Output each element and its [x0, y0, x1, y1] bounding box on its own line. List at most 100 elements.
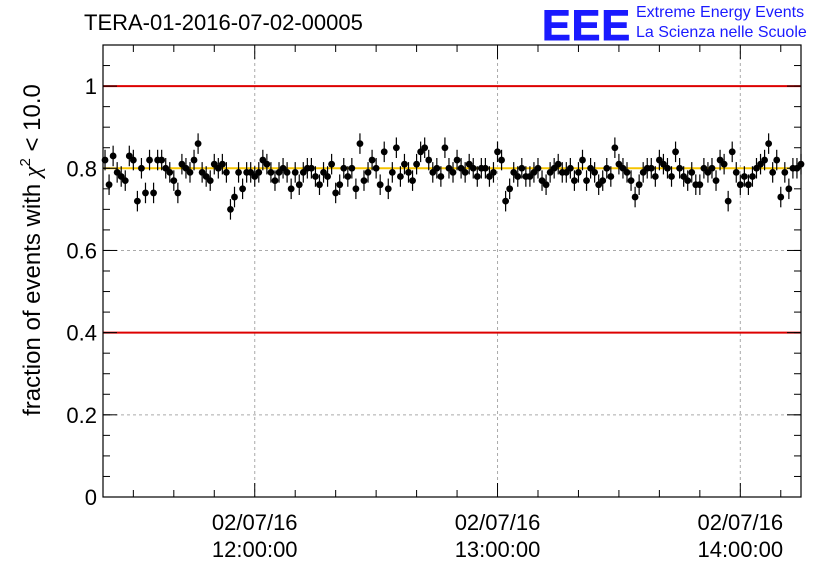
logo-line-2: La Scienza nelle Scuole — [636, 24, 807, 41]
data-point — [340, 164, 348, 172]
data-point — [469, 164, 477, 172]
data-point — [336, 181, 344, 189]
eee-logo-mark: EEE — [542, 2, 631, 44]
data-point — [291, 168, 299, 176]
data-point — [571, 177, 578, 185]
data-point — [728, 148, 736, 156]
data-point — [566, 164, 574, 172]
data-point — [433, 164, 441, 172]
data-point — [267, 168, 275, 176]
data-point — [672, 148, 679, 156]
data-point — [744, 181, 752, 189]
data-point — [227, 205, 234, 213]
data-point — [668, 173, 675, 180]
data-point — [239, 185, 247, 193]
data-point — [761, 156, 768, 164]
data-point — [554, 160, 562, 168]
x-tick-date-label: 02/07/16 — [455, 510, 541, 535]
data-point — [324, 173, 331, 180]
data-point — [360, 177, 368, 185]
data-point — [441, 144, 449, 152]
data-point — [583, 177, 590, 185]
data-point — [397, 173, 404, 180]
data-point — [473, 173, 481, 180]
data-point — [534, 164, 542, 172]
data-point — [413, 160, 420, 168]
y-tick-label: 0.2 — [66, 403, 97, 428]
data-point — [490, 168, 497, 176]
x-tick-time-label: 14:00:00 — [697, 537, 783, 562]
data-point — [724, 197, 732, 205]
data-point — [129, 156, 137, 164]
data-point — [166, 168, 174, 176]
data-point — [405, 168, 412, 176]
data-point — [158, 156, 166, 164]
data-point — [627, 177, 635, 185]
data-point — [218, 160, 226, 168]
y-tick-label: 0.8 — [66, 156, 97, 181]
data-point — [635, 181, 643, 189]
data-point — [437, 173, 445, 180]
data-point — [384, 185, 392, 193]
data-point — [295, 181, 303, 189]
data-point — [712, 177, 720, 185]
data-point — [676, 164, 684, 172]
data-point — [736, 181, 744, 189]
data-point — [364, 168, 372, 176]
data-point — [146, 156, 153, 164]
y-tick-label: 1 — [85, 74, 97, 99]
data-point — [133, 197, 141, 205]
data-point — [591, 168, 599, 176]
logo-mark-text: EEE — [542, 2, 631, 44]
data-point — [332, 189, 340, 197]
grid-layer — [103, 45, 801, 497]
data-point — [150, 189, 157, 197]
data-point — [352, 185, 360, 193]
data-point — [720, 160, 728, 168]
data-point — [392, 144, 400, 152]
data-point — [348, 164, 356, 172]
y-axis-label: fraction of events with χ2 < 10.0 — [17, 84, 46, 416]
data-point — [316, 181, 323, 189]
data-point — [494, 148, 501, 156]
chart-title: TERA-01-2016-07-02-00005 — [84, 10, 363, 35]
y-tick-label: 0 — [85, 485, 97, 510]
plot-frame — [102, 44, 802, 498]
data-point — [623, 168, 631, 176]
data-point — [518, 164, 526, 172]
data-point — [174, 189, 182, 197]
x-tick-time-label: 12:00:00 — [212, 537, 298, 562]
data-point — [651, 173, 659, 180]
data-point — [461, 168, 469, 176]
data-point — [287, 185, 295, 193]
data-point — [603, 164, 611, 172]
data-point — [781, 168, 789, 176]
data-point — [307, 164, 315, 172]
data-point — [684, 177, 692, 185]
data-point — [579, 156, 586, 164]
data-point — [425, 156, 433, 164]
y-tick-label: 0.6 — [66, 238, 97, 263]
data-point — [231, 193, 238, 201]
data-point — [255, 168, 263, 176]
data-point — [235, 168, 242, 176]
data-point — [575, 168, 582, 176]
data-point — [368, 156, 376, 164]
x-tick-time-label: 13:00:00 — [455, 537, 541, 562]
x-tick-date-label: 02/07/16 — [697, 510, 783, 535]
data-point — [409, 177, 416, 185]
data-point — [777, 193, 785, 201]
data-point — [599, 177, 607, 185]
x-axis-ticks: 02/07/1612:00:0002/07/1613:00:0002/07/16… — [132, 45, 783, 562]
data-point — [498, 156, 505, 164]
data-point — [688, 168, 696, 176]
data-point — [421, 144, 429, 152]
data-point — [740, 173, 748, 180]
data-point — [328, 160, 336, 168]
data-point — [696, 181, 704, 189]
data-point — [312, 173, 319, 180]
data-point — [206, 177, 214, 185]
data-point — [449, 168, 457, 176]
y-tick-label: 0.4 — [66, 321, 97, 346]
